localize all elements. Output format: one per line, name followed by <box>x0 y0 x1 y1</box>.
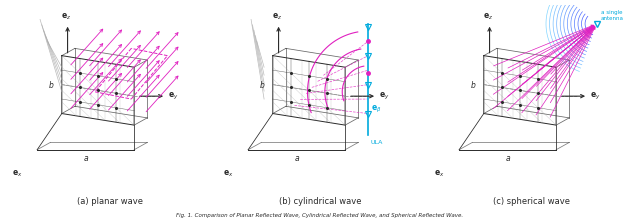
Text: $b$: $b$ <box>48 79 54 90</box>
Text: $b$: $b$ <box>470 79 477 90</box>
Text: $\mathbf{e}_x$: $\mathbf{e}_x$ <box>223 169 234 179</box>
Text: $\mathbf{e}_{\beta}$: $\mathbf{e}_{\beta}$ <box>371 104 381 115</box>
Text: $\mathbf{e}_y$: $\mathbf{e}_y$ <box>590 91 601 102</box>
Text: a single
antenna: a single antenna <box>601 10 624 21</box>
Text: $\mathbf{e}_y$: $\mathbf{e}_y$ <box>379 91 390 102</box>
Text: ULA: ULA <box>371 139 383 145</box>
Text: $\mathbf{e}_z$: $\mathbf{e}_z$ <box>61 11 71 22</box>
Text: (a) planar wave: (a) planar wave <box>77 197 143 206</box>
Text: $b$: $b$ <box>259 79 266 90</box>
Text: Fig. 1. Comparison of Planar Reflected Wave, Cylindrical Reflected Wave, and Sph: Fig. 1. Comparison of Planar Reflected W… <box>177 213 463 218</box>
Text: $\mathbf{e}_x$: $\mathbf{e}_x$ <box>435 169 445 179</box>
Text: $\mathbf{e}_y$: $\mathbf{e}_y$ <box>168 91 179 102</box>
Text: (c) spherical wave: (c) spherical wave <box>493 197 570 206</box>
Text: $\mathbf{e}_z$: $\mathbf{e}_z$ <box>272 11 282 22</box>
Text: $a$: $a$ <box>504 154 511 163</box>
Text: (b) cylindrical wave: (b) cylindrical wave <box>279 197 362 206</box>
Text: $\mathbf{e}_z$: $\mathbf{e}_z$ <box>483 11 493 22</box>
Text: $a$: $a$ <box>294 154 300 163</box>
Text: $a$: $a$ <box>83 154 89 163</box>
Text: $\mathbf{e}_x$: $\mathbf{e}_x$ <box>12 169 23 179</box>
